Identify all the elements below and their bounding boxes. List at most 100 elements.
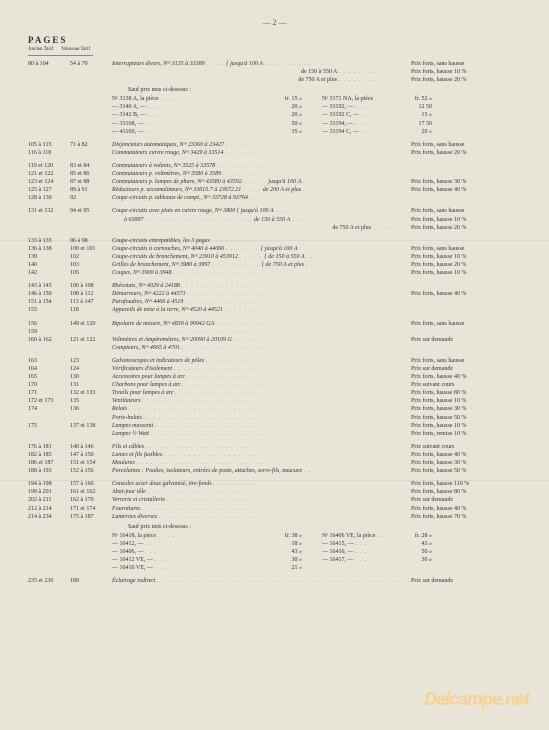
net-price-b: 50 » xyxy=(392,548,432,556)
new-page-ref: 108 à 112 xyxy=(70,290,112,298)
net-price-a: 21 » xyxy=(242,564,302,572)
table-row: à 63897 . . . . . . . . . . . . . . . . … xyxy=(28,216,521,224)
old-page-ref: 199 à 201 xyxy=(28,488,70,496)
net-item-b: — 33194 C, — . . . xyxy=(302,128,392,136)
net-item-a: — 16410 VE, — . . . . xyxy=(112,564,242,572)
price-cell: Prix forts, hausse 50 % xyxy=(411,467,521,475)
old-tarif-label: Ancien Tarif xyxy=(28,47,53,52)
net-price-b: 17 50 xyxy=(392,120,432,128)
old-page-ref: 136 à 138 xyxy=(28,245,70,253)
new-tarif-label: Nouveau Tarif xyxy=(61,47,90,52)
table-row: 174136Relais . . . . . . . . . . . . . .… xyxy=(28,405,521,413)
new-page-ref: 85 et 86 xyxy=(70,170,112,178)
table-row: 176 à 181140 à 146Fils et câbles . . . .… xyxy=(28,443,521,451)
table-row: 119 et 12083 et 84Commutateurs à volants… xyxy=(28,162,521,170)
item-description: Coupe-circuits p. tableaux de compt., Nᵒ… xyxy=(112,194,411,202)
net-price-a: 35 » xyxy=(242,128,302,136)
item-description: Coupes, Nᵒˢ 3900 à 3948 . . . . . . . . … xyxy=(112,269,411,277)
new-page-ref: 135 xyxy=(70,397,112,405)
old-page-ref: 188 à 193 xyxy=(28,467,70,475)
price-cell: Prix forts, hausse 40 % xyxy=(411,373,521,381)
sauf-subtitle: Sauf prix nets ci-dessous : xyxy=(128,524,521,530)
new-page-ref: 124 xyxy=(70,365,112,373)
old-page-ref: 214 à 234 xyxy=(28,513,70,521)
price-cell: Prix forts, remise 10 % xyxy=(411,430,521,438)
table-row: 202 à 211162 à 170Verrerie et cristaller… xyxy=(28,496,521,504)
new-page-ref: 149 et 120 xyxy=(70,320,112,328)
net-price-row: — 16412 VE, — . . . . 30 »— 16417, — . .… xyxy=(28,556,521,564)
table-row: 171132 et 133Treuils pour lampes à arc .… xyxy=(28,389,521,397)
price-cell: Prix forts, hausse 80 % xyxy=(411,389,521,397)
price-cell: Prix forts, sans hausse xyxy=(411,245,521,253)
net-price-b: 15 » xyxy=(392,111,432,119)
condition-cell: de 750 A et plus . . . . xyxy=(112,224,411,232)
sauf-subtitle: Sauf prix nets ci-dessous : xyxy=(128,87,521,93)
new-page-ref: 106 à 108 xyxy=(70,282,112,290)
price-cell: Prix forts, sans hausse xyxy=(411,207,521,215)
item-description: Relais . . . . . . . . . . . . . . . . .… xyxy=(112,405,411,413)
item-description: Consoles acier doux galvanisé, tire-fond… xyxy=(112,480,411,488)
item-description: Fils et câbles . . . . . . . . . . . . .… xyxy=(112,443,411,451)
new-page-ref: 102 xyxy=(70,253,112,261)
old-page-ref: 194 à 198 xyxy=(28,480,70,488)
new-page-ref: 132 et 133 xyxy=(70,389,112,397)
new-page-ref: 131 xyxy=(70,381,112,389)
price-cell: Prix sur demande xyxy=(411,336,521,344)
table-row: 199 à 201161 et 162Abat-jour tôle . . . … xyxy=(28,488,521,496)
table-row: 131 et 132 94 et 95 Coupe-circuits avec … xyxy=(28,207,521,215)
item-description: Interrupteurs divers, Nᵒˢ 3135 à 33389 .… xyxy=(112,60,411,68)
old-page-ref: 175 xyxy=(28,422,70,430)
price-cell: Prix forts, sans hausse xyxy=(411,141,521,149)
price-cell: Prix forts, hausse 30 % xyxy=(411,178,521,186)
old-page-ref: 125 à 127 xyxy=(28,186,70,194)
old-page-ref: 165 xyxy=(28,373,70,381)
table-row: 163123Galvanoscopes et indicateurs de pô… xyxy=(28,357,521,365)
net-price-row: — 16406, — . . . . 43 »— 16416, — . . . … xyxy=(28,548,521,556)
table-row: 123 et 12487 et 88Commutateurs p. lampes… xyxy=(28,178,521,186)
net-item-a: — 16412, — . . . . xyxy=(112,540,242,548)
price-cell: Prix forts, hausse 10 % xyxy=(411,68,521,76)
table-row: 146 à 150108 à 112Démarreurs, Nᵒˢ 4222 à… xyxy=(28,290,521,298)
net-item-a: — 3140 A, — . . . . xyxy=(112,103,242,111)
old-page-ref: 128 à 130 xyxy=(28,194,70,202)
old-page-ref: 143 à 145 xyxy=(28,282,70,290)
item-description: Réducteurs p. accumulateurs, Nᵒˢ 33615.7… xyxy=(112,186,411,194)
item-description: Moulures . . . . . . . . . . . . . . . .… xyxy=(112,459,411,467)
price-cell: Prix forts, hausse 30 % xyxy=(411,405,521,413)
net-item-b: Nᵒ 3171 NA, la pièce . . . xyxy=(302,95,392,103)
net-price-a: 30 » xyxy=(242,556,302,564)
net-item-b xyxy=(302,564,392,572)
net-price-b: 43 » xyxy=(392,540,432,548)
new-page-ref: 71 à 82 xyxy=(70,141,112,149)
net-price-a: 20 » xyxy=(242,103,302,111)
price-cell: Prix forts, hausse 10 % xyxy=(411,253,521,261)
price-cell: Prix forts, hausse 30 % xyxy=(411,459,521,467)
price-cell: Prix forts, sans hausse xyxy=(411,320,521,328)
old-page-ref: 123 et 124 xyxy=(28,178,70,186)
net-price-row: — 3140 A, — . . . . 20 »— 33192, — . . .… xyxy=(28,103,521,111)
new-page-ref: 92 xyxy=(70,194,112,202)
old-page-ref: 146 à 150 xyxy=(28,290,70,298)
net-price-row: — 16412, — . . . . 18 »— 16415, — . . . … xyxy=(28,540,521,548)
net-price-b: fr. 52 » xyxy=(392,95,432,103)
table-row: de 750 A et plus . . . . . . . . . Prix … xyxy=(28,76,521,84)
item-description: Porte-balais . . . . . . . . . . . . . .… xyxy=(112,414,411,422)
price-cell: Prix forts, hausse 40 % xyxy=(411,505,521,513)
old-page-ref: 164 xyxy=(28,365,70,373)
price-cell: Prix forts, hausse 110 % xyxy=(411,480,521,488)
old-page-ref: 235 et 236 xyxy=(28,577,70,585)
item-description: Compteurs, Nᵒˢ 4665 à 4701 . . . . . . .… xyxy=(112,344,411,352)
net-item-a: — 3142 B, — . . . . xyxy=(112,111,242,119)
old-page-ref: 119 et 120 xyxy=(28,162,70,170)
old-page-ref: 202 à 211 xyxy=(28,496,70,504)
old-page-ref: 105 à 115 xyxy=(28,141,70,149)
net-item-b: — 33194, — . . . xyxy=(302,120,392,128)
new-page-ref: 140 à 146 xyxy=(70,443,112,451)
old-page-ref: 176 à 181 xyxy=(28,443,70,451)
item-description: Commutateurs à volants, Nᵒˢ 3525 à 33578… xyxy=(112,162,411,170)
new-page-ref: 171 et 174 xyxy=(70,505,112,513)
item-description: Commutateurs p. lampes de phare, Nᵒˢ 435… xyxy=(112,178,411,186)
old-page-ref: 182 à 185 xyxy=(28,451,70,459)
table-row: 116 à 118Commutateurs cuivre rouge, Nᵒˢ … xyxy=(28,149,521,157)
old-page-ref: 163 xyxy=(28,357,70,365)
